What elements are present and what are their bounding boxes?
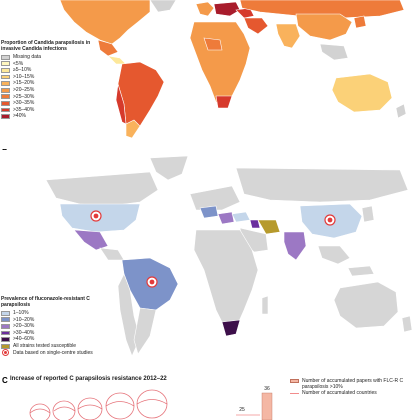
region-japan: [353, 15, 367, 29]
region-turkey-b: [249, 219, 261, 229]
legend-label: >40%: [13, 113, 26, 120]
marker-china: [324, 214, 336, 226]
bar-accumulated-papers: [261, 392, 273, 420]
legend-c-bar-label: Number of accumulated papers with FLC-R …: [302, 378, 404, 390]
legend-label: ≥5–10%: [13, 67, 32, 74]
legend-a-item: Missing data: [1, 54, 93, 61]
legend-swatch: [1, 317, 10, 323]
legend-swatch: [1, 94, 10, 100]
marker-icon: [2, 349, 9, 357]
legend-swatch: [1, 54, 10, 60]
legend-a-item: ≥5–10%: [1, 67, 93, 74]
region-middle-east: [243, 17, 269, 35]
legend-label: >35–40%: [13, 106, 35, 113]
legend-label: All strains tested susceptible: [13, 343, 77, 350]
region-india-b: [283, 231, 307, 261]
legend-a-item: >25–30%: [1, 94, 93, 101]
legend-panel-c: Number of accumulated papers with FLC-R …: [290, 378, 420, 396]
legend-label: >40–60%: [13, 336, 35, 343]
legend-b-title: Prevalence of fluconazole-resistant C pa…: [1, 296, 90, 308]
legend-label: >20–25%: [13, 87, 35, 94]
legend-label: <5%: [13, 60, 24, 67]
region-mexico: [97, 39, 119, 57]
legend-swatch: [1, 101, 10, 106]
legend-swatch: [1, 61, 10, 67]
legend-a-item: >15–20%: [1, 80, 93, 87]
bar-swatch: [290, 378, 299, 383]
legend-c-bar: Number of accumulated papers with FLC-R …: [290, 378, 420, 390]
legend-swatch: [1, 74, 10, 80]
region-australia: [331, 73, 393, 113]
legend-swatch: [1, 337, 10, 343]
legend-c-line-label: Number of accumulated countries: [302, 390, 377, 396]
legend-a-item: >10–15%: [1, 74, 93, 81]
legend-label: >15–20%: [13, 80, 35, 87]
region-europe-central: [213, 1, 241, 17]
legend-swatch: [1, 310, 10, 316]
panel-c-letter: C: [2, 376, 8, 385]
region-europe-west: [195, 1, 215, 17]
legend-label: 1–10%: [13, 310, 29, 317]
legend-swatch: [1, 330, 10, 336]
legend-b-item: All strains tested susceptible: [1, 343, 93, 350]
legend-panel-b: Prevalence of fluconazole-resistant C pa…: [1, 296, 93, 357]
legend-b-item: >30–40%: [1, 330, 93, 337]
legend-swatch: [1, 81, 10, 87]
region-india: [275, 23, 301, 49]
region-iran-b: [257, 219, 281, 235]
region-europe-b: [199, 205, 219, 219]
legend-a-item: <5%: [1, 61, 93, 68]
legend-panel-a: Proportion of Candida parapsilosis in in…: [1, 40, 93, 120]
legend-b-single-centre: Data based on single-centre studies: [1, 349, 93, 357]
legend-a-item: >40%: [1, 113, 93, 120]
legend-swatch: [1, 114, 10, 120]
legend-label: >30–40%: [13, 329, 35, 336]
legend-swatch: [1, 343, 10, 349]
legend-b-single-centre-label: Data based on single-centre studies: [13, 349, 93, 356]
legend-label: >10–20%: [13, 316, 35, 323]
legend-a-item: >20–25%: [1, 87, 93, 94]
legend-b-item: >20–30%: [1, 323, 93, 330]
legend-swatch: [1, 68, 10, 73]
legend-swatch: [1, 324, 10, 329]
legend-b-item: >40–60%: [1, 336, 93, 343]
line-swatch: [290, 393, 299, 394]
region-north-africa-highlight: [203, 37, 223, 51]
globe-icons: [29, 389, 168, 420]
line-value-label: 25: [239, 407, 245, 413]
legend-b-item: 1–10%: [1, 310, 93, 317]
legend-a-item: >30–35%: [1, 100, 93, 107]
legend-swatch: [1, 107, 10, 113]
map-panel-b: [0, 150, 420, 368]
region-south-africa: [215, 95, 233, 109]
panel-c-title: Increase of reported C parapsilosis resi…: [10, 376, 167, 382]
region-south-africa-b: [221, 319, 241, 337]
legend-label: >10–15%: [13, 73, 35, 80]
legend-a-item: >35–40%: [1, 107, 93, 114]
bar-value-label: 36: [264, 386, 270, 392]
region-peru-chile: [115, 83, 127, 125]
legend-label: >25–30%: [13, 93, 35, 100]
legend-label: >20–30%: [13, 323, 35, 330]
panel-c-chart: 36 25: [29, 386, 273, 420]
legend-c-line: Number of accumulated countries: [290, 390, 420, 396]
legend-label: Missing data: [13, 54, 42, 61]
legend-a-title: Proportion of Candida parapsilosis in in…: [1, 40, 91, 52]
marker-brazil: [146, 276, 158, 288]
legend-label: >30–35%: [13, 100, 35, 107]
region-italy-b: [217, 211, 235, 225]
region-argentina: [125, 119, 141, 139]
marker-usa: [90, 210, 102, 222]
legend-swatch: [1, 87, 10, 93]
region-usa: [59, 0, 151, 45]
region-china: [295, 13, 353, 41]
legend-b-item: >10–20%: [1, 317, 93, 324]
map-panel-a: [0, 0, 420, 140]
